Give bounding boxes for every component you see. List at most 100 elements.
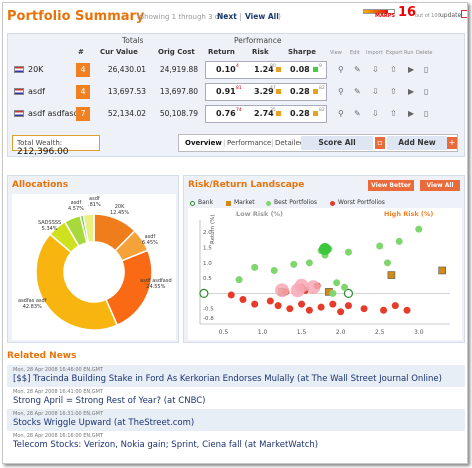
col-sharpe: Sharpe <box>288 48 316 56</box>
bank-point <box>199 288 209 299</box>
export-icon[interactable]: ⇧ <box>390 65 397 74</box>
tab-separator: | <box>223 139 226 147</box>
risk-value: 3.29 <box>254 87 274 96</box>
news-headline[interactable]: Telecom Stocks: Verizon, Nokia gain; Spr… <box>13 440 319 450</box>
delete-icon[interactable]: ▯ <box>424 65 429 74</box>
worst-portfolios-point <box>227 291 235 299</box>
export-icon[interactable]: ⇧ <box>390 87 397 96</box>
news-headline[interactable]: Stocks Wriggle Upward (at TheStreet.com) <box>13 418 195 428</box>
sharpe-rank: 82 <box>319 108 325 113</box>
worst-portfolios-point <box>274 302 282 310</box>
tab-detailed[interactable]: Detailed <box>275 139 305 147</box>
return-value: 0.10 <box>216 65 236 74</box>
view-icon[interactable]: ⚲ <box>338 87 344 96</box>
import-icon[interactable]: ⇩ <box>372 109 379 118</box>
legend-market: Market <box>234 199 255 206</box>
score-options-icon[interactable]: ▫ <box>375 137 385 149</box>
run-icon[interactable]: ▶ <box>408 87 415 96</box>
sharpe-value: 0.28 <box>290 109 310 118</box>
view-icon[interactable]: ⚲ <box>338 109 344 118</box>
best-portfolios-point <box>329 289 337 297</box>
legend-worst: Worst Portfolios <box>338 199 385 206</box>
news-timestamp: Mon, 28 Apr 2008 16:41:00 EN,GMT <box>13 389 104 395</box>
col-delete: Delete <box>416 50 433 56</box>
best-portfolios-point <box>384 259 391 267</box>
portfolio-dashboard: Portfolio Summary (Showing 1 through 3 o… <box>2 2 468 464</box>
sharpe-rank: 82 <box>319 86 325 91</box>
news-item[interactable]: Mon, 28 Apr 2008 16:46:00 EN,GMT [$$] Tr… <box>7 365 465 387</box>
holdings-count: 7 <box>76 107 90 121</box>
portfolio-name[interactable]: asdf asdfasdf <box>28 109 82 118</box>
portfolio-name[interactable]: 20K <box>28 65 44 74</box>
orig-cost: 50,108.79 <box>159 109 198 118</box>
worst-portfolios-point <box>286 305 294 313</box>
view-all-button[interactable]: View All <box>420 180 460 191</box>
close-paren: ) <box>278 12 281 21</box>
risk-rank: 47 <box>270 86 276 91</box>
add-plus-icon[interactable]: + <box>447 137 457 149</box>
table-footer: Total Wealth: 212,396.00 Overview | Perf… <box>8 130 464 157</box>
best-portfolios-point <box>415 225 423 233</box>
view-icon[interactable]: ⚲ <box>338 65 344 74</box>
marps-bar <box>363 9 395 14</box>
run-icon[interactable]: ▶ <box>408 109 415 118</box>
run-icon[interactable]: ▶ <box>408 65 415 74</box>
holdings-count: 4 <box>76 85 90 99</box>
table-row: asdf asdfasdf 7 52,134.02 50,108.79 0.76… <box>10 104 462 124</box>
import-icon[interactable]: ⇩ <box>372 65 379 74</box>
row-actions: ⚲ ✎ ⇩ ⇧ ▶ ▯ <box>332 65 462 75</box>
news-item[interactable]: Mon, 28 Apr 2008 16:41:00 EN,GMT Strong … <box>7 387 465 409</box>
worst-portfolios-point <box>298 300 306 308</box>
x-tick-label: 2.5 <box>375 329 385 336</box>
worst-portfolios-point <box>391 302 399 310</box>
x-tick-label: 1.0 <box>258 329 268 336</box>
news-headline[interactable]: [$$] Tracinda Building Stake in Ford As … <box>13 374 442 384</box>
news-timestamp: Mon, 28 Apr 2008 16:46:00 EN,GMT <box>13 367 104 373</box>
update-checkbox[interactable] <box>461 10 467 18</box>
y-tick-label: -0.5 <box>203 307 214 313</box>
showing-count: (Showing 1 through 3 of 7 <box>137 13 229 21</box>
worst-portfolios-point <box>380 306 388 314</box>
edit-icon[interactable]: ✎ <box>354 87 361 96</box>
news-item[interactable]: Mon, 28 Apr 2008 16:16:00 EN,GMT Telecom… <box>7 431 465 453</box>
risk-return-scatter: 0.51.01.52.02.53.02.01.51.00.50-0.5-0.8R… <box>199 214 450 336</box>
edit-icon[interactable]: ✎ <box>354 65 361 74</box>
flag-icon <box>14 110 24 117</box>
worst-portfolios-point <box>266 297 274 305</box>
next-link[interactable]: Next <box>217 12 237 21</box>
news-timestamp: Mon, 28 Apr 2008 16:16:00 EN,GMT <box>13 433 104 439</box>
score-all-button[interactable]: Score All <box>301 136 373 150</box>
orig-cost: 24,919.88 <box>159 65 198 74</box>
return-value: 0.76 <box>216 109 236 118</box>
tab-overview[interactable]: Overview <box>185 139 222 147</box>
portfolio-name[interactable]: asdf <box>28 87 45 96</box>
col-view: View <box>330 50 342 56</box>
view-better-button[interactable]: View Better <box>368 180 414 191</box>
performance-cell: 0.10 4 1.24 80 0.08 9 <box>205 61 327 79</box>
portfolio-table: Totals Performance # Cur Value Orig Cost… <box>7 33 465 157</box>
news-headline[interactable]: Strong April = Strong Rest of Year? (at … <box>13 396 206 406</box>
export-icon[interactable]: ⇧ <box>390 109 397 118</box>
best-portfolios-point <box>395 237 403 245</box>
view-tabs: Overview | Performance | Detailed Score … <box>178 134 458 152</box>
risk-indicator <box>276 89 281 94</box>
y-tick-label: -0.8 <box>203 316 214 322</box>
table-row: 20K 4 26,430.01 24,919.88 0.10 4 1.24 80… <box>10 60 462 80</box>
portfolios-point <box>275 283 290 298</box>
delete-icon[interactable]: ▯ <box>424 87 429 96</box>
delete-icon[interactable]: ▯ <box>424 109 429 118</box>
import-icon[interactable]: ⇩ <box>372 87 379 96</box>
news-item[interactable]: Mon, 28 Apr 2008 16:31:00 EN,GMT Stocks … <box>7 409 465 431</box>
slice-label-asdf-2: asdf 4.57% <box>68 200 84 212</box>
edit-icon[interactable]: ✎ <box>354 109 361 118</box>
best-portfolios-point <box>376 242 384 250</box>
col-export: Export <box>386 50 403 56</box>
view-all-link[interactable]: View All <box>245 12 279 21</box>
risk-indicator <box>276 111 281 116</box>
add-new-button[interactable]: Add New <box>387 136 447 150</box>
donut-slice <box>35 233 119 331</box>
slice-label-asdf-asdfasd: asdf asdfasd 24.55% <box>140 278 172 290</box>
x-tick-label: 1.5 <box>297 329 307 336</box>
tab-performance[interactable]: Performance <box>227 139 272 147</box>
y-axis-label: Return (%) <box>210 214 216 244</box>
